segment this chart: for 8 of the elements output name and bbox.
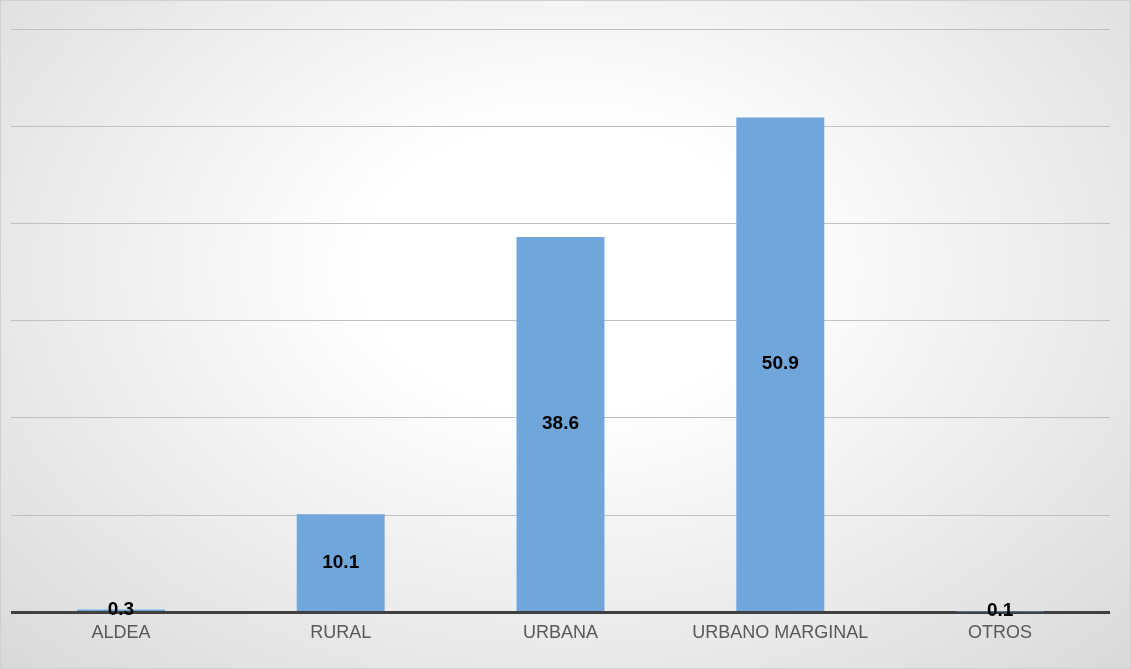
x-tick-label: ALDEA bbox=[91, 622, 151, 643]
data-label: 38.6 bbox=[542, 412, 579, 434]
x-tick-label: URBANO MARGINAL bbox=[692, 622, 869, 643]
x-tick-label: URBANA bbox=[522, 622, 599, 643]
x-tick-label: OTROS bbox=[968, 622, 1033, 643]
data-label: 50.9 bbox=[761, 352, 799, 374]
x-tick-label: RURAL bbox=[310, 622, 372, 643]
data-label: 10.1 bbox=[322, 550, 360, 572]
